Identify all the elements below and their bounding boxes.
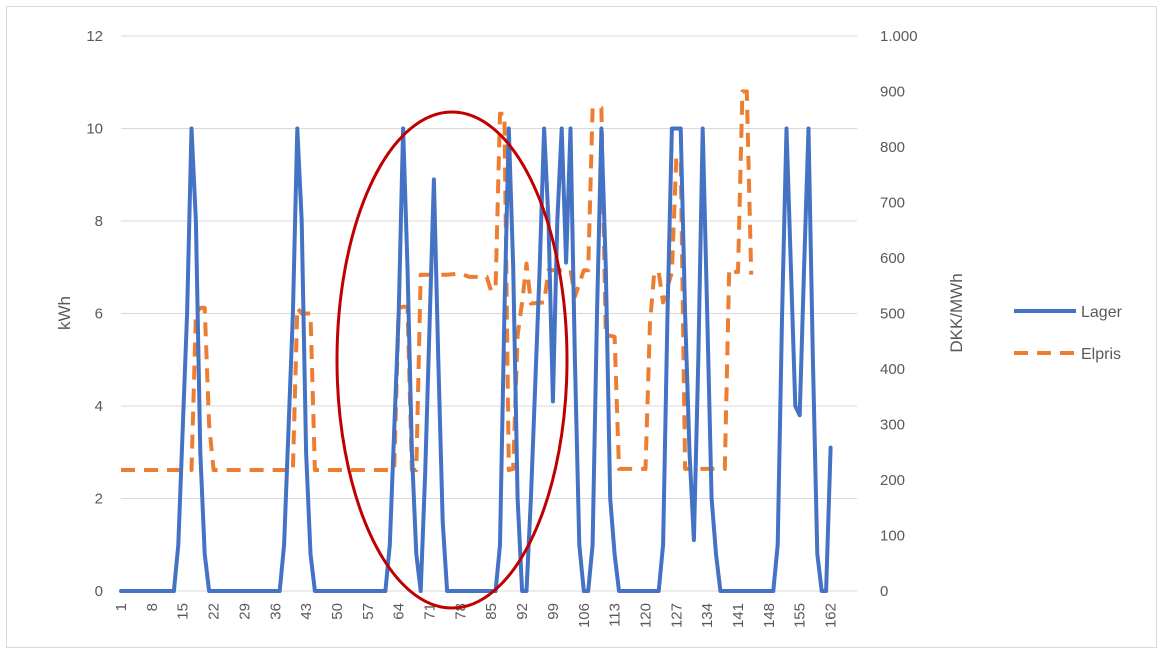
left-tick-label: 6 xyxy=(95,306,103,323)
x-tick-label: 127 xyxy=(668,603,685,628)
legend-label-elpris: Elpris xyxy=(1081,346,1121,363)
left-tick-label: 0 xyxy=(95,583,103,600)
x-tick-label: 106 xyxy=(576,603,593,628)
gridlines xyxy=(121,35,857,499)
left-tick-label: 12 xyxy=(86,28,103,45)
left-tick-label: 2 xyxy=(95,491,103,508)
right-tick-label: 0 xyxy=(880,583,888,600)
x-tick-label: 99 xyxy=(545,603,562,620)
x-tick-label: 92 xyxy=(514,603,531,620)
left-axis-ticks: 0 2 4 6 8 10 12 xyxy=(86,28,103,600)
x-tick-label: 162 xyxy=(823,603,840,628)
left-tick-label: 4 xyxy=(95,398,103,415)
right-tick-label: 200 xyxy=(880,472,905,489)
right-axis-title: DKK/MWh xyxy=(947,273,966,352)
legend-label-lager: Lager xyxy=(1081,304,1123,321)
x-tick-label: 120 xyxy=(637,603,654,628)
x-tick-label: 36 xyxy=(267,603,284,620)
series-layer xyxy=(119,89,833,593)
left-tick-label: 10 xyxy=(86,121,103,138)
x-tick-label: 15 xyxy=(175,603,192,620)
right-tick-label: 800 xyxy=(880,139,905,156)
left-tick-label: 8 xyxy=(95,213,103,230)
x-tick-label: 85 xyxy=(483,603,500,620)
x-tick-label: 155 xyxy=(792,603,809,628)
x-tick-label: 22 xyxy=(206,603,223,620)
x-tick-label: 43 xyxy=(298,603,315,620)
x-tick-label: 148 xyxy=(761,603,778,628)
x-tick-label: 64 xyxy=(391,603,408,620)
right-tick-label: 900 xyxy=(880,84,905,101)
x-tick-label: 113 xyxy=(607,603,624,627)
right-tick-label: 1.000 xyxy=(880,28,918,45)
right-tick-label: 400 xyxy=(880,361,905,378)
x-axis-ticks: 1 8 15 22 29 36 43 50 57 64 71 78 85 92 99 106 113 120 127… xyxy=(113,603,840,628)
series-line-lager xyxy=(119,126,833,593)
right-tick-label: 600 xyxy=(880,250,905,267)
x-tick-label: 1 xyxy=(113,603,130,611)
x-tick-label: 29 xyxy=(236,603,253,620)
x-tick-label: 50 xyxy=(329,603,346,620)
x-tick-label: 57 xyxy=(360,603,377,620)
legend: Lager Elpris xyxy=(1014,304,1123,363)
x-tick-label: 71 xyxy=(422,603,439,620)
left-axis-title: kWh xyxy=(55,296,74,330)
right-tick-label: 300 xyxy=(880,417,905,434)
x-tick-label: 141 xyxy=(730,603,747,628)
highlight-ellipse xyxy=(335,110,569,610)
right-tick-label: 700 xyxy=(880,195,905,212)
x-tick-label: 134 xyxy=(699,603,716,628)
right-axis-ticks: 0 100 200 300 400 500 600 700 800 900 1.000 xyxy=(880,28,918,600)
x-tick-label: 8 xyxy=(144,603,161,611)
right-tick-label: 500 xyxy=(880,306,905,323)
right-tick-label: 100 xyxy=(880,528,905,545)
